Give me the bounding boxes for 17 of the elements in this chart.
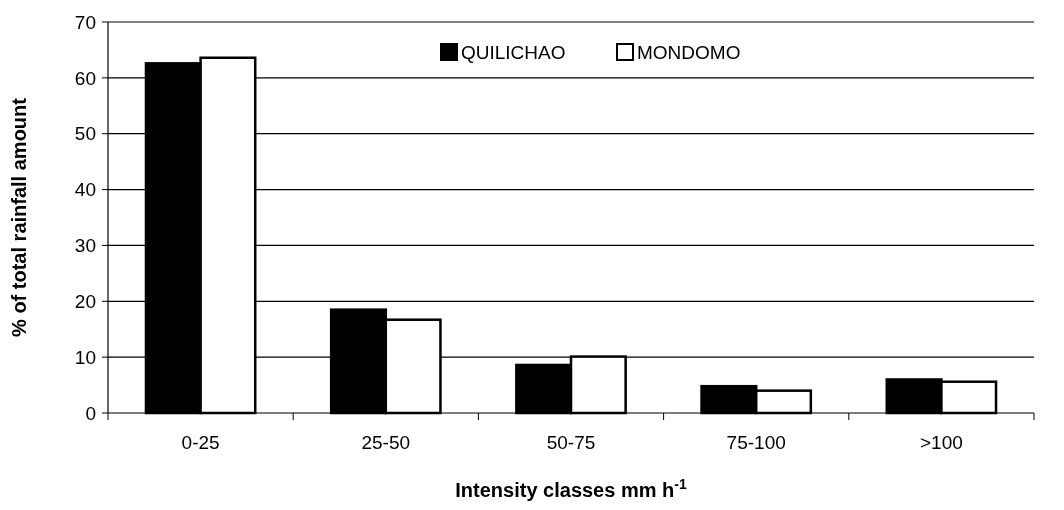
legend-label: MONDOMO [637, 41, 741, 63]
y-tick-label: 10 [74, 346, 96, 368]
y-tick-label: 0 [85, 402, 96, 424]
y-tick-label: 50 [74, 123, 96, 145]
x-axis-title: Intensity classes mm h$^{-1}$ [455, 476, 687, 501]
x-tick-label: 25-50 [361, 432, 411, 453]
y-tick-label: 20 [74, 290, 96, 312]
y-tick-label: 70 [74, 11, 96, 33]
x-tick-label: 50-75 [546, 432, 596, 453]
x-tick-label: 75-100 [726, 432, 786, 453]
legend-label: QUILICHAO [461, 41, 566, 63]
y-tick-label: 40 [74, 179, 96, 201]
y-tick-label: 30 [74, 235, 96, 257]
x-tick-label: >100 [920, 432, 963, 453]
y-tick-label: 60 [74, 67, 96, 89]
x-tick-label: 0-25 [181, 432, 220, 453]
y-axis-title: % of total rainfall amount [8, 97, 30, 337]
